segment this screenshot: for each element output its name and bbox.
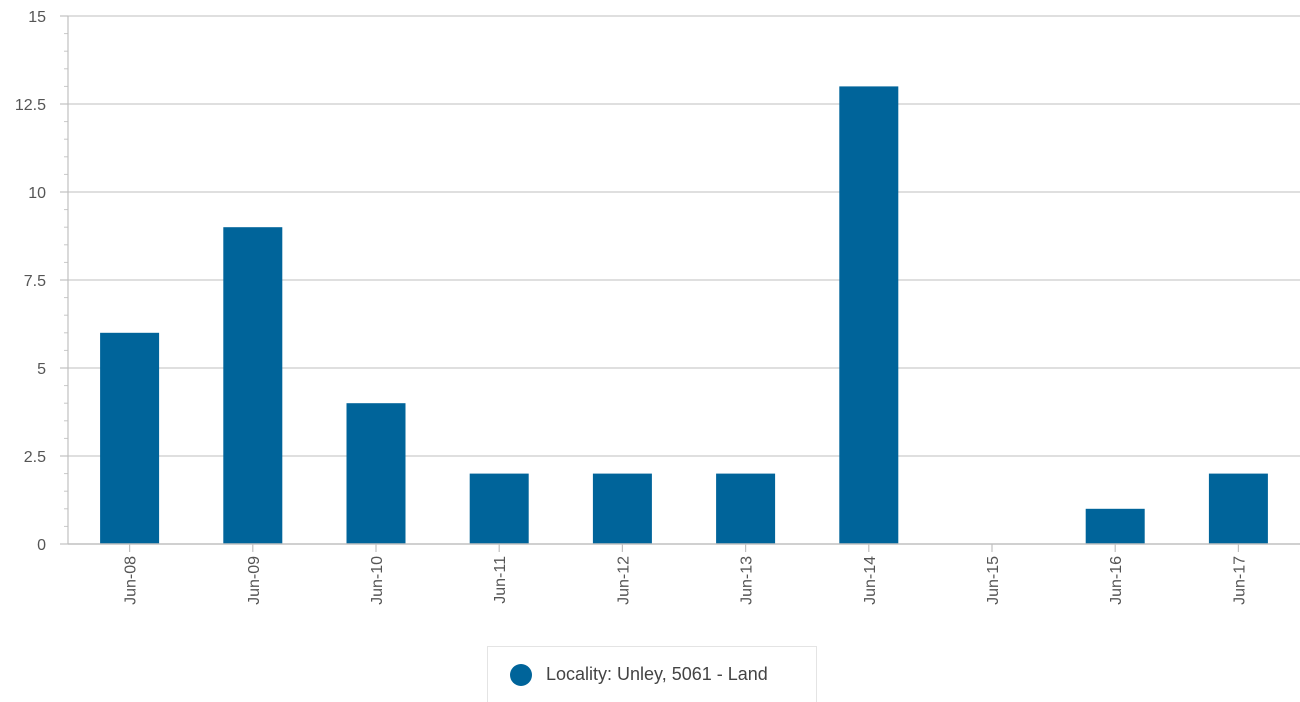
bar[interactable] <box>469 473 529 544</box>
y-tick-label: 2.5 <box>24 449 46 466</box>
x-tick-label: Jun-12 <box>615 556 632 605</box>
legend-label[interactable]: Locality: Unley, 5061 - Land <box>546 664 768 684</box>
x-tick-label: Jun-08 <box>123 556 140 605</box>
y-tick-label: 10 <box>28 185 46 202</box>
x-tick-label: Jun-15 <box>985 556 1002 605</box>
x-axis-tick-labels: Jun-08 Jun-09 Jun-10 Jun-11 Jun-12 Jun-13 Jun-… <box>123 556 1249 605</box>
x-tick-label: Jun-17 <box>1231 556 1248 605</box>
legend: Locality: Unley, 5061 - Land <box>487 646 817 702</box>
bar[interactable] <box>592 473 652 544</box>
y-axis-tick-labels: 0 2.5 5 7.5 10 12.5 15 <box>15 9 46 554</box>
x-tick-label: Jun-16 <box>1108 556 1125 605</box>
x-tick-label: Jun-11 <box>492 556 509 604</box>
bar[interactable] <box>223 227 283 544</box>
x-tick-label: Jun-13 <box>739 556 756 605</box>
legend-marker-icon <box>510 663 532 686</box>
y-axis-minor-ticks <box>60 15 68 545</box>
bar[interactable] <box>716 473 776 544</box>
bar[interactable] <box>346 403 406 544</box>
y-tick-label: 15 <box>28 9 46 26</box>
bar[interactable] <box>1208 473 1268 544</box>
bar[interactable] <box>100 332 160 544</box>
y-tick-label: 7.5 <box>24 273 46 290</box>
x-tick-label: Jun-14 <box>862 556 879 605</box>
bar[interactable] <box>839 86 899 545</box>
x-tick-label: Jun-10 <box>369 556 386 605</box>
x-tick-label: Jun-09 <box>246 556 263 605</box>
bars <box>100 86 1268 545</box>
y-tick-label: 5 <box>37 361 46 378</box>
bar[interactable] <box>1085 508 1145 544</box>
y-tick-label: 12.5 <box>15 97 46 114</box>
y-tick-label: 0 <box>37 537 46 554</box>
axes <box>67 16 1300 552</box>
